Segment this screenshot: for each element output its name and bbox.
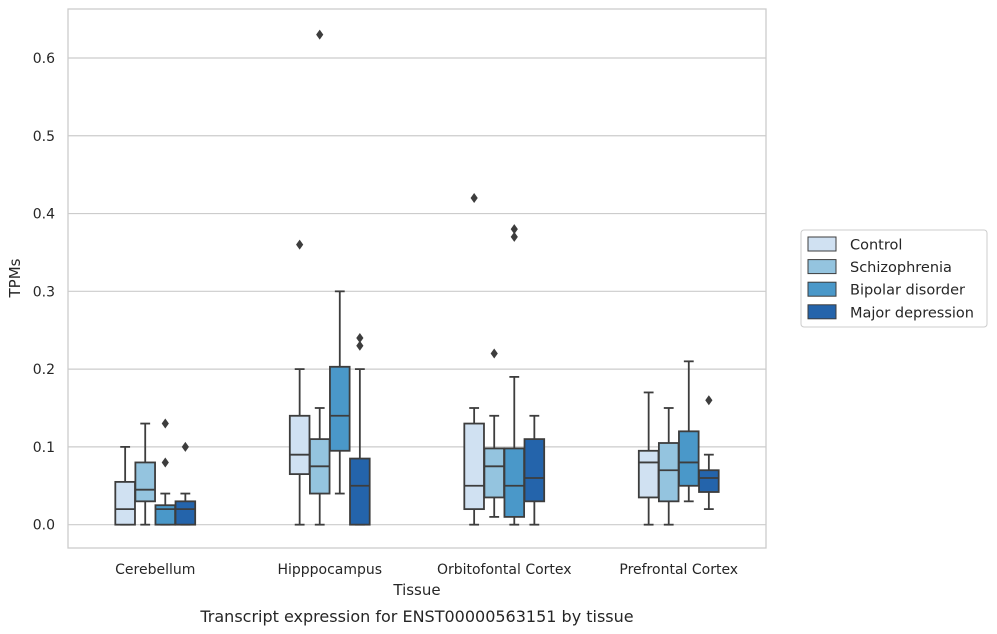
legend-swatch [807,304,837,320]
legend: Control Schizophrenia Bipolar disorder Majo… [800,229,988,328]
legend-label: Major depression [850,305,974,321]
box [349,457,371,526]
x-tick-label: Orbitofontal Cortex [437,562,572,578]
box [329,365,351,452]
x-tick-label: Prefrontal Cortex [619,562,738,578]
box [114,480,136,526]
box-group [463,193,485,526]
y-tick-label: 0.1 [33,440,55,456]
box-group [523,414,546,526]
x-tick-label: Cerebellum [115,562,195,578]
outlier-point [181,441,189,452]
y-tick-label: 0.5 [33,129,55,145]
box [678,430,700,487]
outlier-point [470,193,478,203]
box-group [678,360,700,503]
outlier-point [161,457,169,468]
box-plot-area [114,29,720,526]
outlier-point [510,231,518,242]
legend-label: Bipolar disorder [850,283,965,299]
legend-label: Schizophrenia [850,260,952,276]
box-group [503,224,526,526]
legend-swatch [807,236,837,252]
y-axis-ticks: 0.0 0.1 0.2 0.3 0.4 0.5 0.6 [33,51,55,534]
legend-frame [800,229,988,328]
y-tick-label: 0.4 [33,207,55,223]
box-group [657,407,680,526]
legend-swatch [807,281,837,297]
box [523,438,546,503]
outlier-point [705,395,713,406]
box-group [134,422,156,526]
box [154,504,177,526]
box-group [174,441,197,526]
box-group [154,418,177,526]
box-group [114,445,136,526]
box [503,447,526,518]
x-axis-label: Tissue [392,581,440,599]
plot-frame [67,8,767,549]
y-tick-label: 0.3 [33,284,55,300]
box-group [698,395,720,511]
box [463,422,485,511]
y-tick-label: 0.2 [33,362,55,378]
box [288,414,311,476]
outlier-point [296,239,304,250]
legend-label: Control [850,238,902,254]
box [698,469,720,493]
y-tick-label: 0.0 [33,518,55,534]
y-axis-label: TPMs [6,258,24,298]
box [174,500,197,526]
box-group [288,239,311,526]
outlier-point [356,333,364,343]
box [134,461,156,503]
box [637,449,660,499]
box-group [349,333,371,526]
y-tick-label: 0.6 [33,51,55,67]
outlier-point [356,340,364,351]
box-group [308,29,331,526]
box [483,447,505,499]
legend-item: Schizophrenia [807,259,952,276]
chart-caption: Transcript expression for ENST0000056315… [199,607,633,626]
legend-items: Control Schizophrenia Bipolar disorder Majo… [807,236,974,321]
box-group [329,290,351,495]
box-group [637,391,660,526]
box-group [483,348,505,518]
x-axis-ticks: Cerebellum Hipppocampus Orbitofontal Corte… [115,562,738,578]
outlier-point [510,224,518,235]
outlier-point [161,418,169,429]
outlier-point [490,348,498,359]
outlier-point [316,29,324,40]
legend-swatch [807,259,837,275]
legend-item: Bipolar disorder [807,281,965,299]
x-tick-label: Hipppocampus [277,562,382,578]
box [657,442,680,503]
legend-item: Major depression [807,304,974,321]
legend-item: Control [807,236,902,254]
